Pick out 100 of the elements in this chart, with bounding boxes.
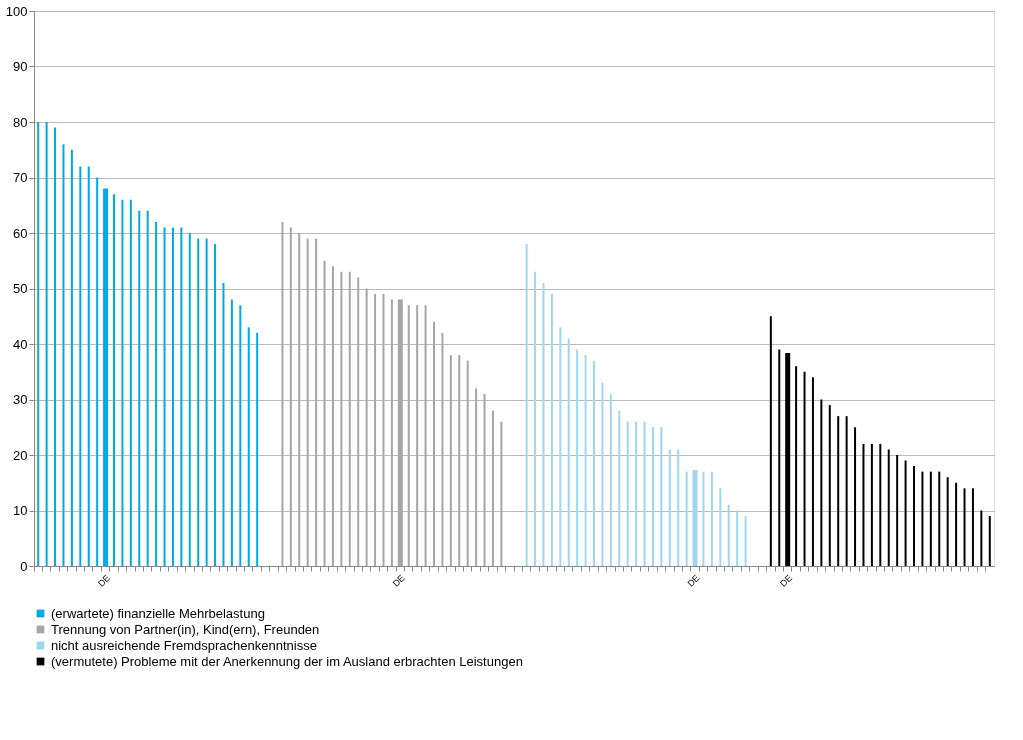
bar bbox=[222, 282, 225, 566]
bar bbox=[677, 449, 680, 566]
bar bbox=[955, 482, 958, 566]
bar bbox=[256, 332, 259, 566]
bar bbox=[811, 377, 814, 566]
bar bbox=[685, 471, 688, 566]
bar bbox=[146, 210, 149, 566]
bar bbox=[45, 122, 48, 566]
bar bbox=[929, 471, 932, 566]
bar bbox=[37, 122, 40, 566]
bar bbox=[668, 449, 671, 566]
bar bbox=[702, 471, 705, 566]
bar bbox=[584, 355, 587, 566]
bar bbox=[896, 455, 899, 566]
bar bbox=[971, 488, 974, 566]
y-tick-label: 40 bbox=[13, 336, 28, 352]
bar bbox=[542, 282, 545, 566]
bar bbox=[988, 516, 991, 566]
bar bbox=[828, 405, 831, 566]
bar bbox=[525, 244, 528, 566]
bar bbox=[331, 266, 334, 566]
bar bbox=[483, 393, 486, 566]
bar bbox=[441, 332, 444, 566]
bar bbox=[803, 371, 806, 566]
bar bbox=[736, 510, 739, 566]
bar bbox=[854, 427, 857, 566]
legend-label: Trennung von Partner(in), Kind(ern), Freunden bbox=[51, 621, 320, 637]
bar bbox=[87, 166, 90, 566]
bar bbox=[96, 177, 99, 566]
bar bbox=[534, 271, 537, 566]
bar bbox=[946, 477, 949, 566]
bar bbox=[980, 510, 983, 566]
bar bbox=[837, 416, 840, 566]
bar bbox=[306, 238, 309, 566]
bar bbox=[239, 305, 242, 566]
y-tick-label: 10 bbox=[13, 503, 28, 518]
bar bbox=[62, 144, 65, 566]
bar bbox=[230, 299, 233, 566]
bar bbox=[618, 410, 621, 566]
x-tick-label: DE bbox=[778, 572, 795, 589]
bar bbox=[651, 427, 654, 566]
bar bbox=[163, 227, 166, 566]
bar bbox=[79, 166, 82, 566]
y-tick-label: 50 bbox=[13, 281, 28, 296]
bar bbox=[500, 421, 503, 566]
bar bbox=[820, 399, 823, 566]
bar bbox=[70, 149, 73, 566]
bar bbox=[778, 349, 781, 566]
bar bbox=[298, 233, 301, 566]
bar bbox=[609, 393, 612, 566]
x-tick-label: DE bbox=[390, 572, 407, 589]
bar bbox=[121, 199, 124, 566]
bar bbox=[769, 316, 772, 566]
bar bbox=[247, 327, 250, 566]
bar bbox=[129, 199, 132, 566]
bar bbox=[315, 238, 318, 566]
bar bbox=[382, 294, 385, 566]
bar bbox=[54, 127, 57, 566]
bar bbox=[567, 338, 570, 566]
y-tick-label: 70 bbox=[13, 170, 28, 185]
bar bbox=[433, 321, 435, 566]
y-tick-label: 60 bbox=[13, 225, 28, 241]
bar bbox=[171, 227, 174, 566]
bar bbox=[416, 305, 419, 566]
bar bbox=[180, 227, 183, 566]
y-tick-label: 90 bbox=[13, 59, 28, 74]
bar bbox=[374, 294, 377, 566]
bar bbox=[550, 294, 553, 566]
bar bbox=[348, 271, 351, 566]
bar bbox=[466, 360, 469, 566]
bar bbox=[475, 388, 478, 566]
y-tick-label: 0 bbox=[20, 558, 28, 574]
bar bbox=[390, 299, 393, 566]
bar bbox=[862, 443, 865, 566]
bar bbox=[870, 443, 873, 566]
x-tick-label: DE bbox=[96, 572, 112, 589]
bar bbox=[845, 416, 848, 566]
y-tick-label: 20 bbox=[13, 447, 28, 463]
bar bbox=[904, 460, 907, 566]
bar bbox=[458, 355, 461, 566]
bar bbox=[214, 244, 217, 566]
legend-label: (erwartete) finanzielle Mehrbelastung bbox=[51, 605, 265, 621]
y-tick-label: 100 bbox=[5, 3, 28, 19]
bar bbox=[921, 471, 924, 566]
bar bbox=[719, 488, 722, 566]
bar bbox=[323, 260, 326, 566]
bar bbox=[938, 471, 941, 566]
bar bbox=[407, 305, 410, 566]
bar bbox=[113, 194, 115, 566]
bar bbox=[576, 349, 579, 566]
bar bbox=[643, 421, 646, 566]
bar bbox=[281, 221, 284, 566]
bar bbox=[188, 233, 191, 566]
bar bbox=[593, 360, 595, 566]
bar bbox=[795, 366, 798, 566]
bar bbox=[635, 421, 638, 566]
bar bbox=[963, 488, 966, 566]
bar bbox=[340, 271, 343, 566]
bar bbox=[424, 305, 427, 566]
bar bbox=[913, 466, 915, 566]
